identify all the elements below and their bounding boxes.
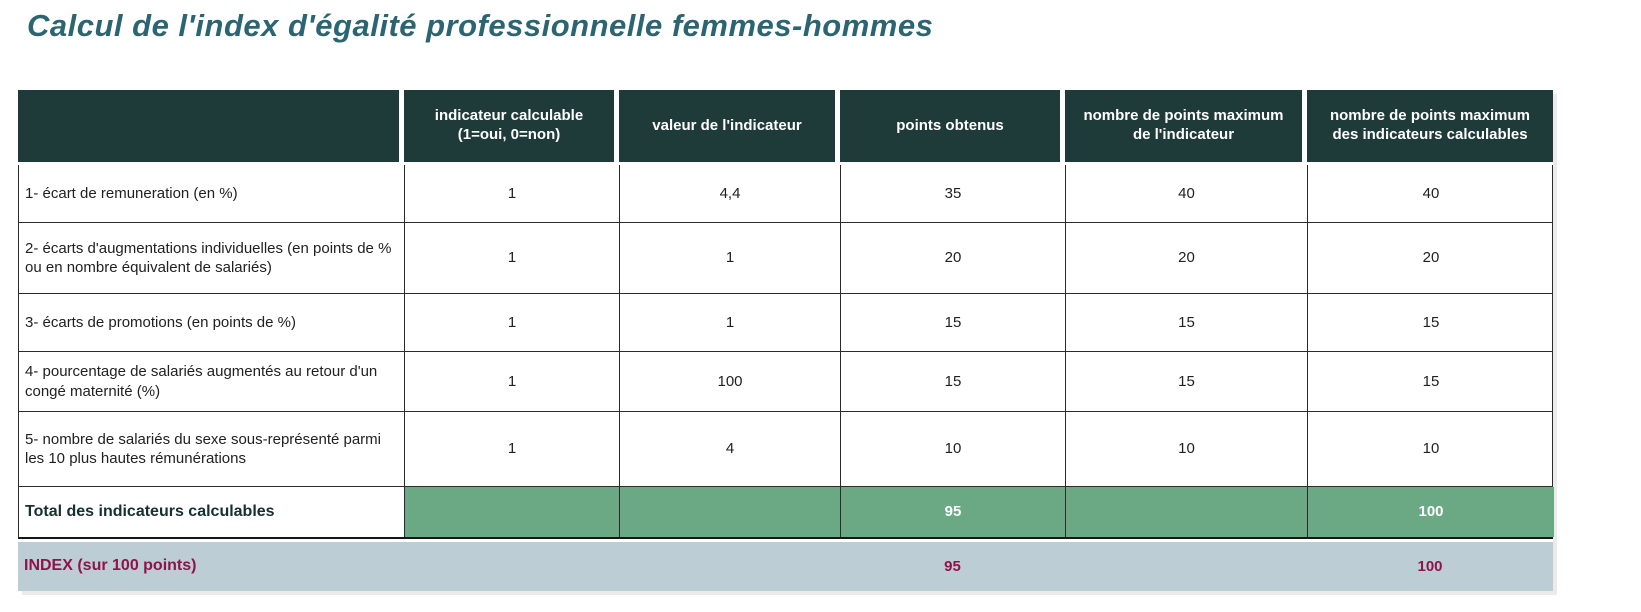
cell-indicateur-calculable: 1 xyxy=(405,165,620,222)
cell-valeur-indicateur: 100 xyxy=(620,352,841,411)
cell-points-max-calculables: 20 xyxy=(1422,249,1440,267)
table-body: 1- écart de remuneration (en %) 1 4,4 35… xyxy=(18,165,1554,539)
total-cell-points-max-calculables: 100 xyxy=(1308,487,1554,537)
index-cell-points-obtenus: 95 xyxy=(944,557,961,575)
header-cell-valeur-indicateur: valeur de l'indicateur xyxy=(619,90,840,162)
cell-points-obtenus: 35 xyxy=(841,165,1066,222)
index-row-label: INDEX (sur 100 points) xyxy=(24,557,197,575)
cell-points-obtenus: 10 xyxy=(841,412,1066,486)
cell-valeur-indicateur: 1 xyxy=(620,294,841,351)
index-cell-spacer xyxy=(1065,542,1307,591)
index-cell-spacer xyxy=(404,542,619,591)
row-label: 2- écarts d'augmentations individuelles … xyxy=(19,223,405,293)
total-cell-points-max-indicateur xyxy=(1066,487,1308,537)
table-row-total: Total des indicateurs calculables 95 100 xyxy=(19,487,1554,537)
cell-points-max-indicateur: 15 xyxy=(1066,352,1308,411)
total-row-label: Total des indicateurs calculables xyxy=(19,487,405,537)
index-result-row: INDEX (sur 100 points) 95 100 xyxy=(18,542,1553,591)
cell-points-max-indicateur: 10 xyxy=(1066,412,1308,486)
cell-points-max-calculables: 40 xyxy=(1422,184,1440,202)
row-label: 4- pourcentage de salariés augmentés au … xyxy=(19,352,405,411)
table-row-indicator-3: 3- écarts de promotions (en points de %)… xyxy=(19,294,1552,352)
cell-indicateur-calculable: 1 xyxy=(405,412,620,486)
cell-indicateur-calculable: 1 xyxy=(405,223,620,293)
table-row-indicator-5: 5- nombre de salariés du sexe sous-repré… xyxy=(19,412,1552,487)
table-header-row: indicateur calculable (1=oui, 0=non) val… xyxy=(18,90,1553,162)
header-cell-empty xyxy=(18,90,404,162)
cell-points-max-calculables: 10 xyxy=(1422,440,1440,458)
cell-valeur-indicateur: 4,4 xyxy=(620,165,841,222)
cell-points-max-indicateur: 40 xyxy=(1066,165,1308,222)
total-cell-points-obtenus: 95 xyxy=(841,487,1066,537)
header-cell-points-max-calculables: nombre de points maximum des indicateurs… xyxy=(1307,90,1553,162)
header-cell-indicateur-calculable: indicateur calculable (1=oui, 0=non) xyxy=(404,90,619,162)
index-cell-spacer xyxy=(619,542,840,591)
row-label: 3- écarts de promotions (en points de %) xyxy=(19,294,405,351)
cell-indicateur-calculable: 1 xyxy=(405,352,620,411)
cell-valeur-indicateur: 1 xyxy=(620,223,841,293)
cell-points-max-calculables: 15 xyxy=(1422,372,1440,390)
cell-indicateur-calculable: 1 xyxy=(405,294,620,351)
cell-points-obtenus: 15 xyxy=(841,352,1066,411)
total-cell-indicateur-calculable xyxy=(405,487,620,537)
cell-points-max-calculables: 15 xyxy=(1422,313,1440,331)
table-row-indicator-4: 4- pourcentage de salariés augmentés au … xyxy=(19,352,1552,412)
cell-points-max-indicateur: 20 xyxy=(1066,223,1308,293)
table-row-indicator-1: 1- écart de remuneration (en %) 1 4,4 35… xyxy=(19,165,1552,223)
cell-points-obtenus: 20 xyxy=(841,223,1066,293)
row-label: 1- écart de remuneration (en %) xyxy=(19,165,405,222)
table-row-indicator-2: 2- écarts d'augmentations individuelles … xyxy=(19,223,1552,294)
cell-points-max-indicateur: 15 xyxy=(1066,294,1308,351)
total-cell-valeur-indicateur xyxy=(620,487,841,537)
cell-points-obtenus: 15 xyxy=(841,294,1066,351)
header-cell-points-max-indicateur: nombre de points maximum de l'indicateur xyxy=(1065,90,1307,162)
equality-index-table: indicateur calculable (1=oui, 0=non) val… xyxy=(18,90,1554,591)
index-cell-points-max-calculables: 100 xyxy=(1417,557,1443,575)
page-title: Calcul de l'index d'égalité professionne… xyxy=(27,8,934,43)
row-label: 5- nombre de salariés du sexe sous-repré… xyxy=(19,412,405,486)
header-cell-points-obtenus: points obtenus xyxy=(840,90,1065,162)
cell-valeur-indicateur: 4 xyxy=(620,412,841,486)
